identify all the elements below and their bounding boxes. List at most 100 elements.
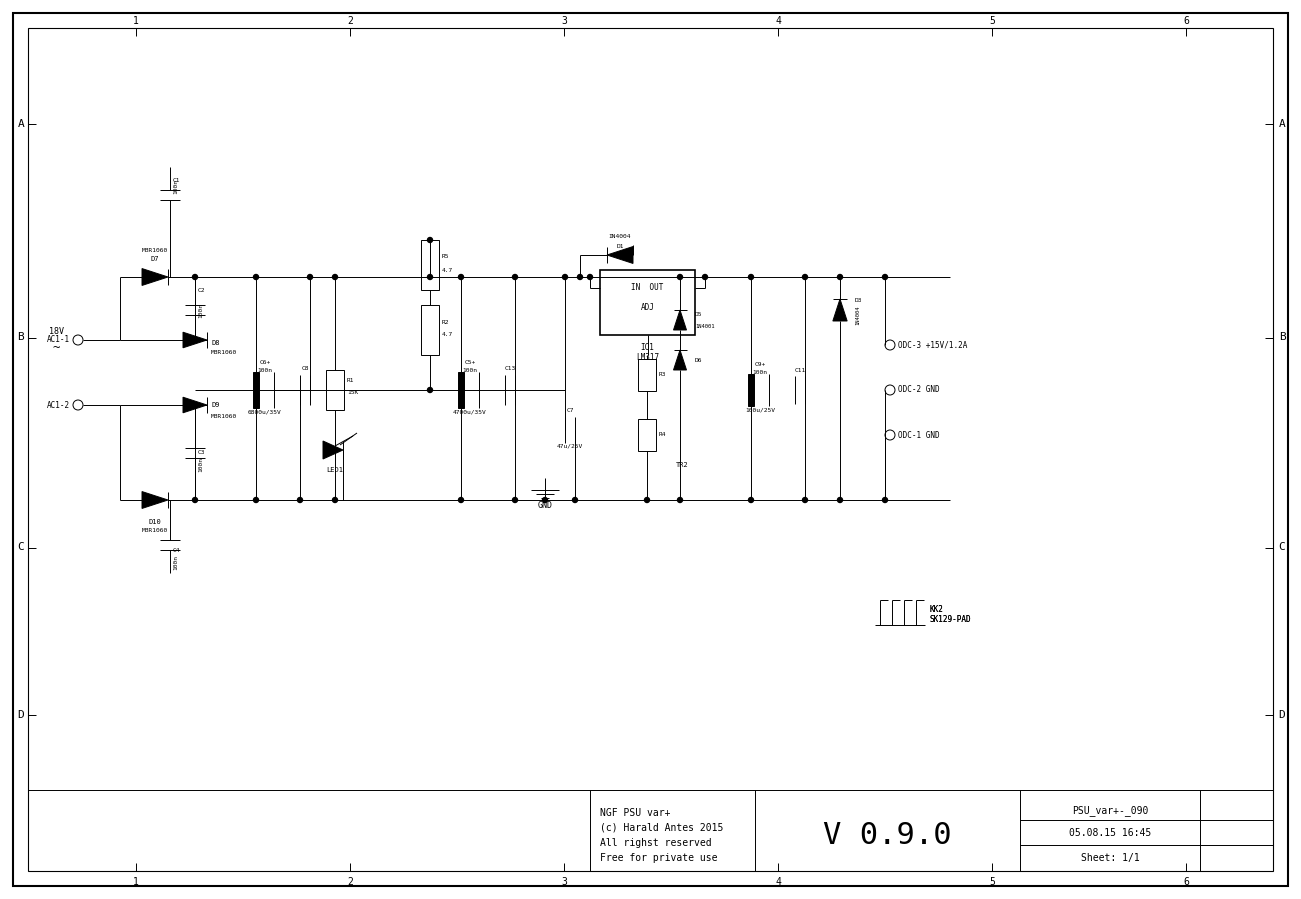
Text: PSU_var+-_090: PSU_var+-_090 — [1072, 805, 1149, 816]
Text: D3: D3 — [855, 298, 863, 302]
Text: A: A — [1279, 119, 1285, 129]
Text: 1N4001: 1N4001 — [695, 325, 714, 330]
Text: 6800u/35V: 6800u/35V — [248, 410, 282, 414]
Text: MBR1060: MBR1060 — [211, 350, 237, 354]
Text: ADJ: ADJ — [640, 304, 654, 313]
Text: 1: 1 — [133, 16, 138, 26]
Text: R4: R4 — [660, 432, 666, 438]
Text: MBR1060: MBR1060 — [142, 247, 168, 253]
Bar — [637, 359, 656, 391]
Text: 100n: 100n — [173, 556, 178, 571]
Text: 3: 3 — [561, 16, 567, 26]
Circle shape — [838, 497, 843, 503]
Text: D8: D8 — [211, 340, 220, 346]
Text: SK129-PAD: SK129-PAD — [930, 616, 972, 625]
Circle shape — [513, 497, 518, 503]
Text: R5: R5 — [442, 254, 450, 260]
Text: KK2: KK2 — [930, 606, 943, 615]
Text: ~: ~ — [52, 342, 60, 354]
Bar — [252, 372, 259, 408]
Text: AC1-2: AC1-2 — [47, 400, 70, 410]
Text: 1N4004: 1N4004 — [855, 306, 860, 325]
Text: C6+: C6+ — [259, 360, 271, 364]
Text: 5: 5 — [989, 877, 995, 887]
Text: 100u/25V: 100u/25V — [745, 407, 775, 413]
Text: LM317: LM317 — [636, 352, 660, 361]
Circle shape — [803, 497, 808, 503]
Text: D9: D9 — [211, 402, 220, 408]
Text: MBR1060: MBR1060 — [142, 528, 168, 532]
Text: Sheet: 1/1: Sheet: 1/1 — [1081, 853, 1140, 863]
Text: C9+: C9+ — [755, 361, 765, 367]
Circle shape — [193, 274, 198, 280]
Text: 5: 5 — [989, 16, 995, 26]
Text: SK129-PAD: SK129-PAD — [930, 616, 972, 625]
Text: C2: C2 — [198, 288, 206, 292]
Text: C: C — [1279, 542, 1285, 553]
Text: 6: 6 — [1183, 877, 1189, 887]
Bar — [458, 372, 464, 408]
Text: Free for private use: Free for private use — [600, 853, 717, 863]
Text: 4: 4 — [775, 16, 781, 26]
Circle shape — [298, 497, 303, 503]
Text: ODC-2 GND: ODC-2 GND — [898, 386, 939, 395]
Text: (c) Harald Antes 2015: (c) Harald Antes 2015 — [600, 823, 723, 833]
Circle shape — [193, 337, 198, 343]
Text: ODC-1 GND: ODC-1 GND — [898, 431, 939, 440]
Text: LED1: LED1 — [327, 467, 343, 473]
Circle shape — [428, 387, 432, 393]
Circle shape — [193, 403, 198, 407]
Text: ODC-3 +15V/1.2A: ODC-3 +15V/1.2A — [898, 341, 968, 350]
Text: 4: 4 — [775, 877, 781, 887]
Text: 4.7: 4.7 — [442, 268, 453, 272]
Text: AC1-1: AC1-1 — [47, 335, 70, 344]
Text: R3: R3 — [660, 372, 666, 378]
Circle shape — [307, 274, 312, 280]
Circle shape — [882, 274, 887, 280]
Text: 1: 1 — [133, 877, 138, 887]
Circle shape — [458, 497, 463, 503]
Polygon shape — [323, 441, 343, 459]
Circle shape — [254, 497, 259, 503]
Text: C13: C13 — [505, 366, 515, 370]
Text: C11: C11 — [795, 368, 805, 372]
Text: 100n: 100n — [198, 458, 203, 473]
Text: TR2: TR2 — [675, 462, 688, 468]
Circle shape — [678, 274, 683, 280]
Circle shape — [333, 274, 337, 280]
Bar — [600, 270, 695, 335]
Text: 100n: 100n — [198, 302, 203, 317]
Circle shape — [333, 497, 337, 503]
Text: 4.7: 4.7 — [442, 333, 453, 337]
Circle shape — [428, 237, 432, 243]
Circle shape — [882, 497, 887, 503]
Bar — [327, 370, 343, 410]
Circle shape — [562, 274, 567, 280]
Text: D: D — [1279, 710, 1285, 720]
Text: V 0.9.0: V 0.9.0 — [824, 821, 952, 850]
Text: C8: C8 — [302, 366, 308, 370]
Text: C1: C1 — [173, 177, 181, 182]
Text: 18V: 18V — [48, 327, 64, 336]
Text: C7: C7 — [566, 407, 574, 413]
Text: IN4004: IN4004 — [609, 235, 631, 239]
Circle shape — [254, 274, 259, 280]
Text: D1: D1 — [617, 244, 623, 248]
Text: C4: C4 — [173, 547, 181, 553]
Bar — [748, 374, 755, 406]
Text: R2: R2 — [442, 319, 450, 325]
Text: B: B — [18, 333, 25, 343]
Bar — [422, 240, 438, 290]
Polygon shape — [183, 333, 207, 348]
Text: B: B — [1279, 333, 1285, 343]
Circle shape — [513, 274, 518, 280]
Text: 100n: 100n — [258, 368, 272, 372]
Text: All righst reserved: All righst reserved — [600, 838, 712, 848]
Text: NGF PSU var+: NGF PSU var+ — [600, 808, 670, 818]
Circle shape — [678, 497, 683, 503]
Polygon shape — [833, 299, 847, 321]
Text: D5: D5 — [695, 313, 703, 317]
Polygon shape — [142, 269, 168, 286]
Text: KK2: KK2 — [930, 606, 943, 615]
Text: C5+: C5+ — [464, 360, 476, 364]
